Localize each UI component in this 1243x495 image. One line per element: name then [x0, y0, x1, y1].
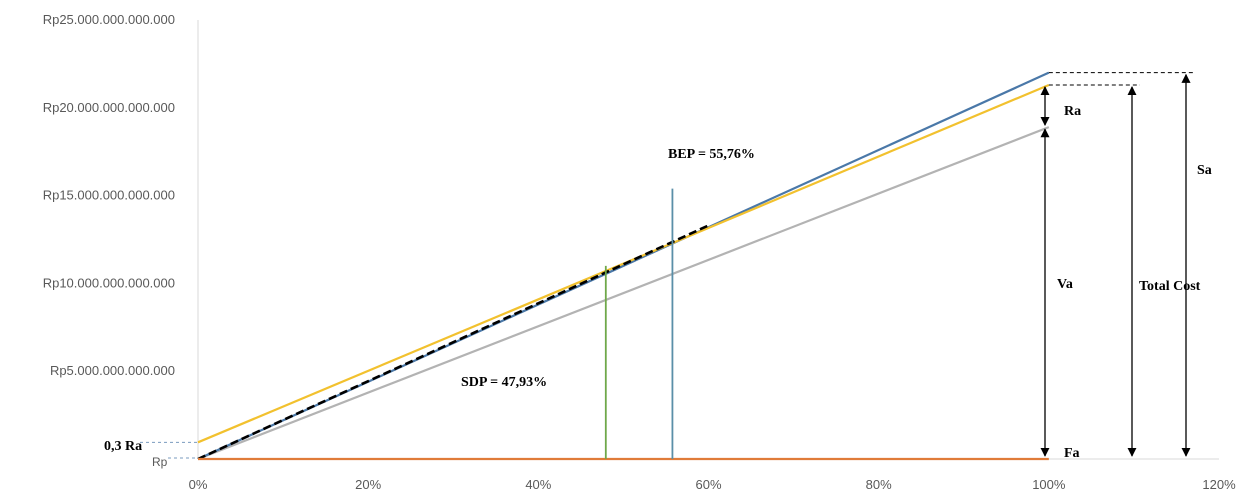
x-tick-label: 20% — [355, 477, 381, 492]
ra-0-3-label: 0,3 Ra — [104, 439, 142, 454]
va-label: Va — [1057, 277, 1073, 292]
y-tick-label: Rp10.000.000.000.000 — [43, 275, 175, 290]
sdp-label: SDP = 47,93% — [461, 375, 547, 390]
y-tick-label: Rp15.000.000.000.000 — [43, 188, 175, 203]
series-line-total-cost-dashed — [197, 224, 710, 461]
x-tick-label: 40% — [525, 477, 551, 492]
rp-label: Rp — [152, 455, 168, 469]
x-tick-label: 100% — [1032, 477, 1066, 492]
total-cost-label: Total Cost — [1139, 279, 1201, 294]
series-line-sales — [197, 71, 1050, 461]
series-lines — [197, 71, 1050, 461]
x-tick-label: 80% — [866, 477, 892, 492]
annotations: BEP = 55,76% SDP = 47,93% 0,3 Ra Rp Ra S… — [104, 72, 1212, 469]
bep-label: BEP = 55,76% — [668, 147, 755, 162]
x-tick-label: 0% — [189, 477, 208, 492]
ra-label: Ra — [1064, 104, 1081, 119]
y-tick-label: Rp25.000.000.000.000 — [43, 12, 175, 27]
y-axis-ticks: Rp5.000.000.000.000 Rp10.000.000.000.000 R… — [43, 12, 175, 378]
x-axis-ticks: 0% 20% 40% 60% 80% 100% 120% — [189, 477, 1236, 492]
x-tick-label: 60% — [695, 477, 721, 492]
x-tick-label: 120% — [1202, 477, 1236, 492]
axes — [197, 20, 1219, 460]
fa-label: Fa — [1064, 446, 1080, 461]
sa-label: Sa — [1197, 163, 1212, 178]
y-tick-label: Rp20.000.000.000.000 — [43, 100, 175, 115]
y-tick-label: Rp5.000.000.000.000 — [50, 363, 175, 378]
series-line-variable — [197, 126, 1050, 461]
marker-lines — [604, 188, 674, 459]
